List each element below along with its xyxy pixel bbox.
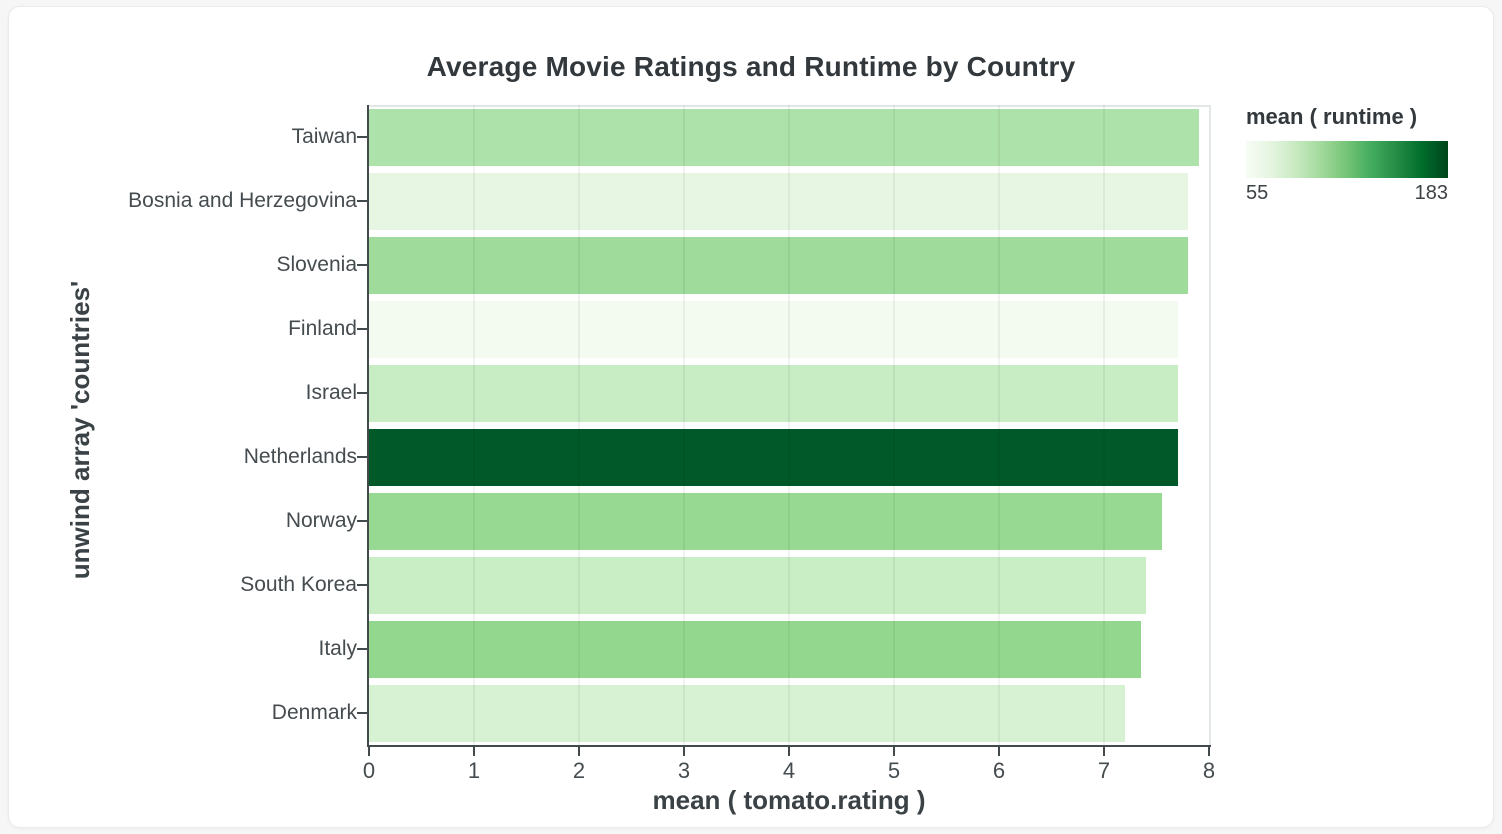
bar-israel[interactable] — [369, 364, 1178, 422]
x-axis-title: mean ( tomato.rating ) — [652, 785, 926, 815]
y-tick-label-finland: Finland — [288, 317, 357, 340]
x-tick-label-4: 4 — [782, 758, 796, 783]
x-axis-line — [367, 745, 1211, 747]
x-tick-mark-4 — [788, 747, 790, 756]
gridline-x-4 — [788, 105, 790, 745]
y-tick-mark — [357, 328, 367, 330]
y-tick-label-south-korea: South Korea — [240, 573, 357, 596]
x-tick-label-2: 2 — [572, 758, 586, 783]
x-tick-mark-3 — [683, 747, 685, 756]
gridline-x-1 — [473, 105, 475, 745]
x-tick-mark-2 — [578, 747, 580, 756]
bar-taiwan[interactable] — [369, 108, 1199, 166]
y-tick-mark — [357, 264, 367, 266]
x-tick-label-1: 1 — [467, 758, 481, 783]
y-tick-mark — [357, 520, 367, 522]
chart-card: Average Movie Ratings and Runtime by Cou… — [8, 6, 1494, 828]
plot-border-top — [369, 105, 1211, 107]
x-tick-label-8: 8 — [1202, 758, 1216, 783]
gridline-x-5 — [893, 105, 895, 745]
y-tick-mark — [357, 136, 367, 138]
y-tick-mark — [357, 392, 367, 394]
x-tick-label-3: 3 — [677, 758, 691, 783]
y-tick-label-taiwan: Taiwan — [291, 125, 357, 148]
plot-area — [369, 105, 1209, 745]
gridline-x-7 — [1103, 105, 1105, 745]
x-tick-mark-7 — [1103, 747, 1105, 756]
legend-min-label: 55 — [1246, 182, 1269, 204]
x-tick-mark-6 — [998, 747, 1000, 756]
chart-title: Average Movie Ratings and Runtime by Cou… — [426, 51, 1076, 82]
bar-finland[interactable] — [369, 300, 1178, 358]
gridline-x-2 — [578, 105, 580, 745]
x-tick-label-7: 7 — [1097, 758, 1111, 783]
bar-netherlands[interactable] — [369, 428, 1178, 486]
bar-bosnia-and-herzegovina[interactable] — [369, 172, 1188, 230]
y-tick-mark — [357, 200, 367, 202]
x-tick-mark-5 — [893, 747, 895, 756]
y-tick-mark — [357, 456, 367, 458]
legend-title: mean ( runtime ) — [1246, 104, 1418, 129]
y-tick-label-slovenia: Slovenia — [276, 253, 357, 276]
x-tick-label-0: 0 — [362, 758, 376, 783]
gridline-x-3 — [683, 105, 685, 745]
bar-italy[interactable] — [369, 620, 1141, 678]
x-tick-mark-0 — [368, 747, 370, 756]
color-legend: mean ( runtime ) 55 183 — [1246, 104, 1448, 205]
x-tick-mark-8 — [1208, 747, 1210, 756]
y-tick-mark — [357, 584, 367, 586]
legend-max-label: 183 — [1414, 182, 1448, 204]
x-tick-label-6: 6 — [992, 758, 1006, 783]
y-tick-label-italy: Italy — [318, 637, 357, 660]
y-tick-label-bosnia-and-herzegovina: Bosnia and Herzegovina — [128, 189, 357, 212]
y-tick-label-denmark: Denmark — [271, 701, 357, 724]
y-axis-line — [367, 105, 369, 747]
bar-denmark[interactable] — [369, 684, 1125, 742]
gridline-x-6 — [998, 105, 1000, 745]
x-tick-mark-1 — [473, 747, 475, 756]
y-tick-mark — [357, 648, 367, 650]
bar-south-korea[interactable] — [369, 556, 1146, 614]
y-tick-mark — [357, 712, 367, 714]
bar-norway[interactable] — [369, 492, 1162, 550]
y-tick-label-netherlands: Netherlands — [243, 445, 357, 468]
y-tick-label-israel: Israel — [305, 381, 357, 404]
plot-border-right — [1209, 105, 1211, 745]
legend-gradient-bar — [1246, 141, 1448, 178]
y-tick-label-norway: Norway — [285, 509, 357, 532]
x-tick-label-5: 5 — [887, 758, 901, 783]
bar-slovenia[interactable] — [369, 236, 1188, 294]
